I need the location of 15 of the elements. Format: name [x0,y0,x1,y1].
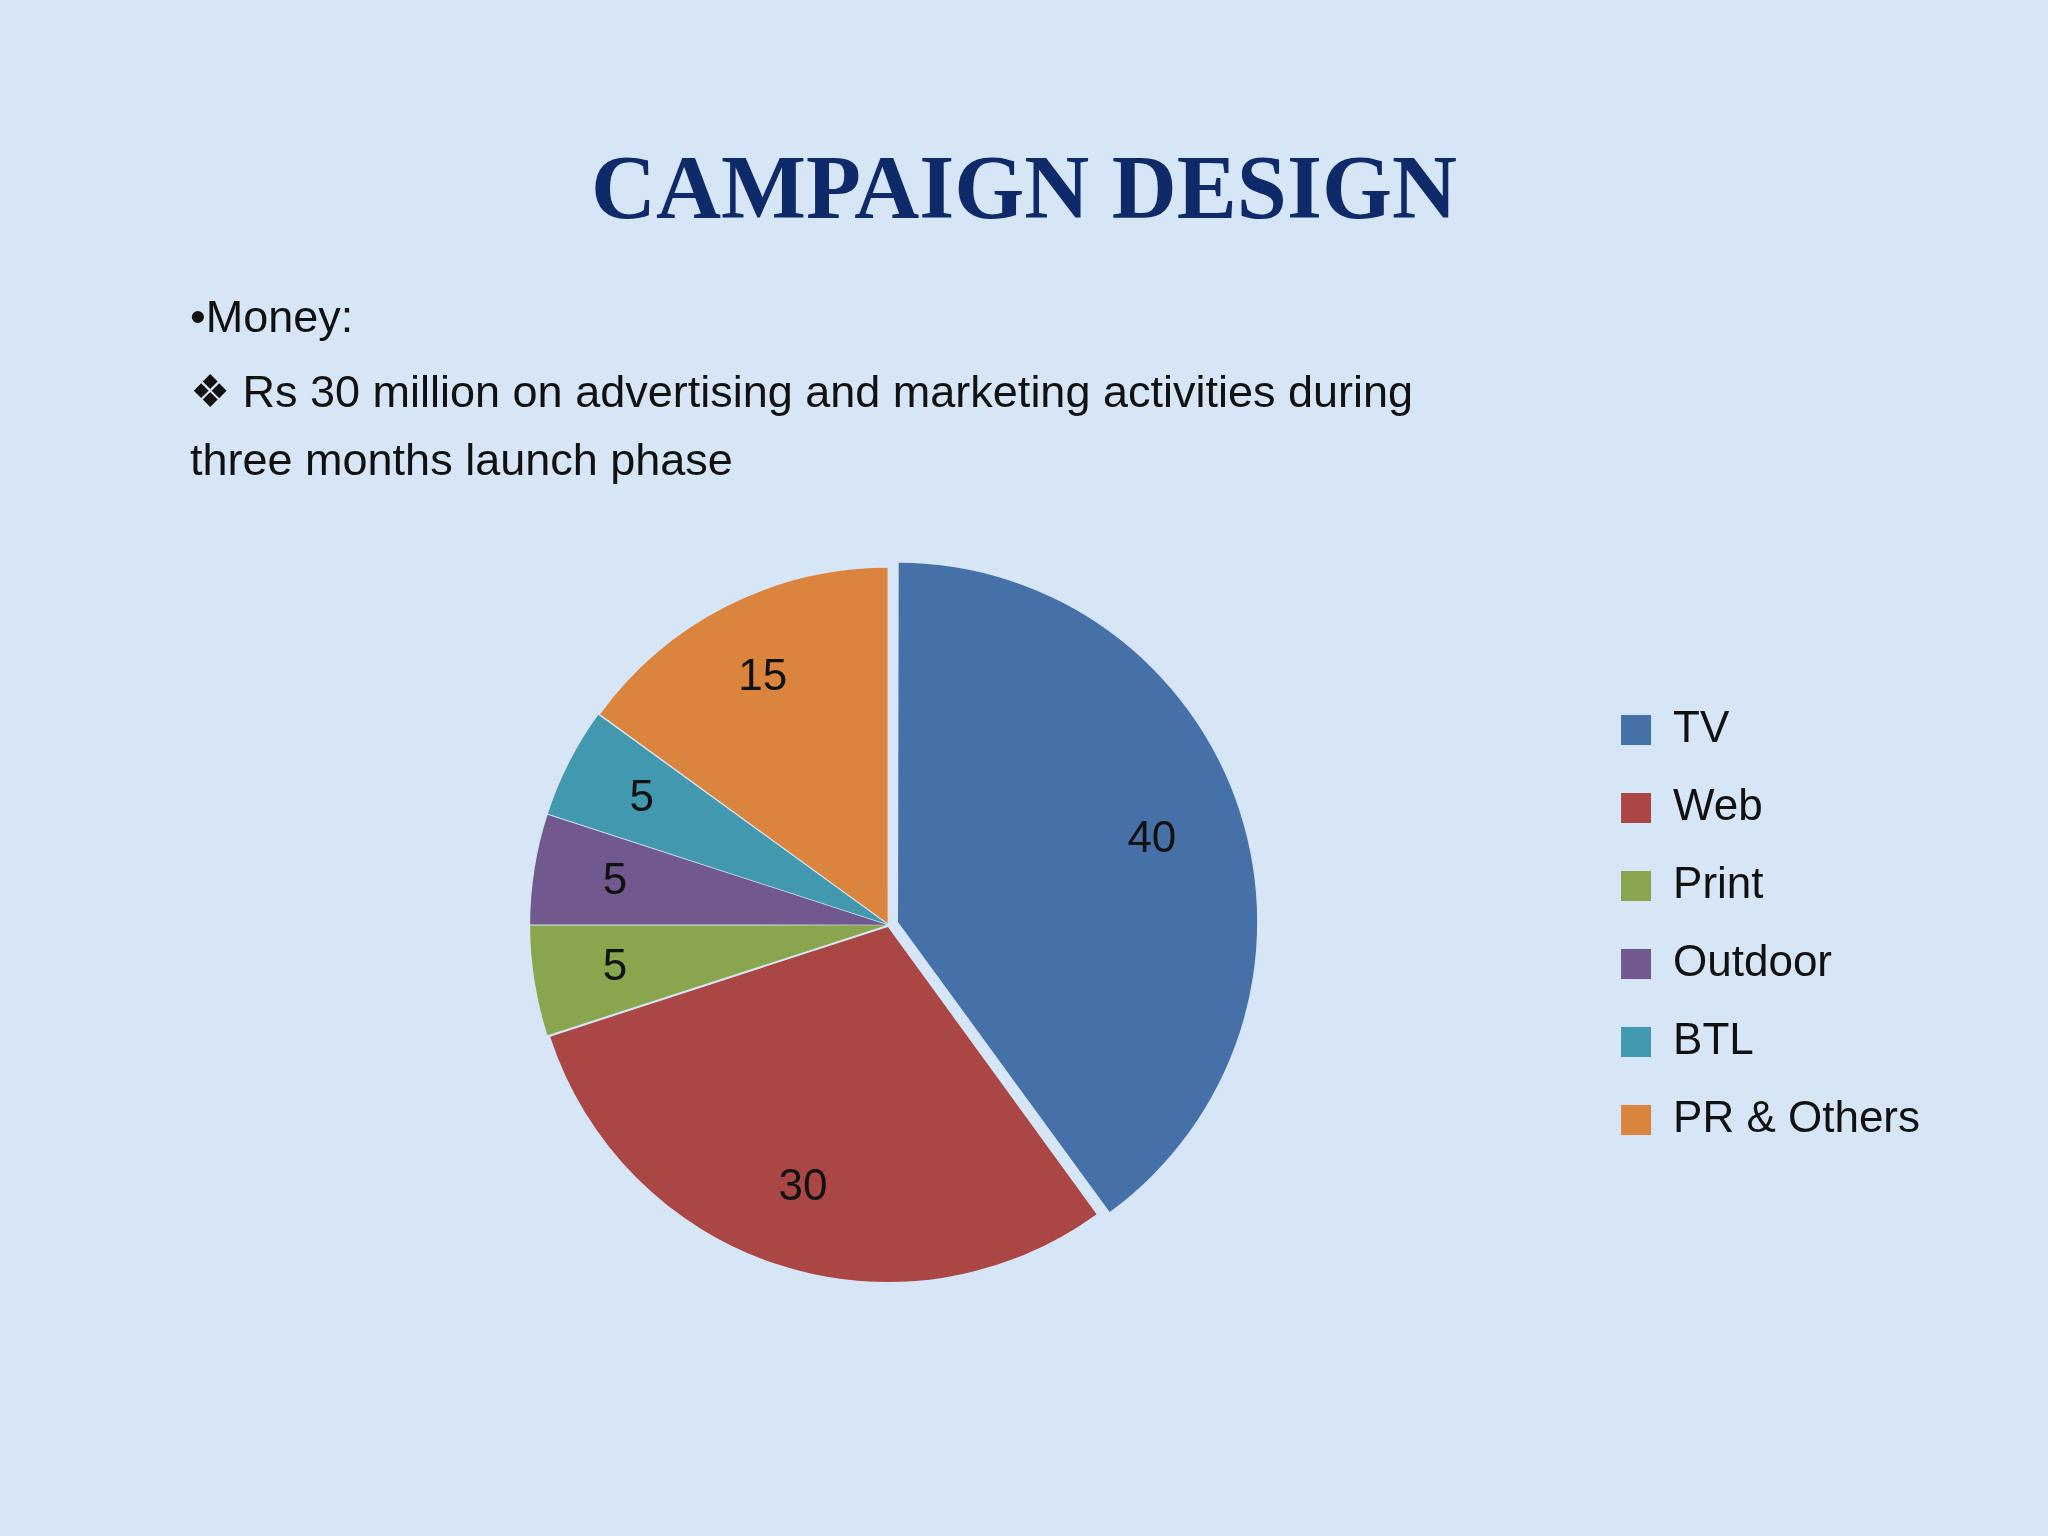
data-label: 5 [629,771,655,821]
text: ❖ Rs 30 million on advertising and marketing activities during three months launch phase [190,365,1415,487]
data-label: 40 [1127,811,1177,861]
legend-label: Print [1673,858,1764,908]
legend-label: BTL [1673,1014,1754,1064]
legend-label: TV [1673,702,1730,752]
chart-subtitle: •Money: [190,290,354,344]
legend-label: Outdoor [1673,936,1833,986]
data-label: 5 [602,853,628,903]
legend-label: Web [1673,780,1763,830]
data-label: 5 [602,940,628,990]
data-label: 15 [738,650,788,700]
data-label: 30 [778,1160,828,1210]
legend-label: PR & Others [1673,1092,1921,1142]
chart-title: CAMPAIGN DESIGN [590,138,1458,237]
